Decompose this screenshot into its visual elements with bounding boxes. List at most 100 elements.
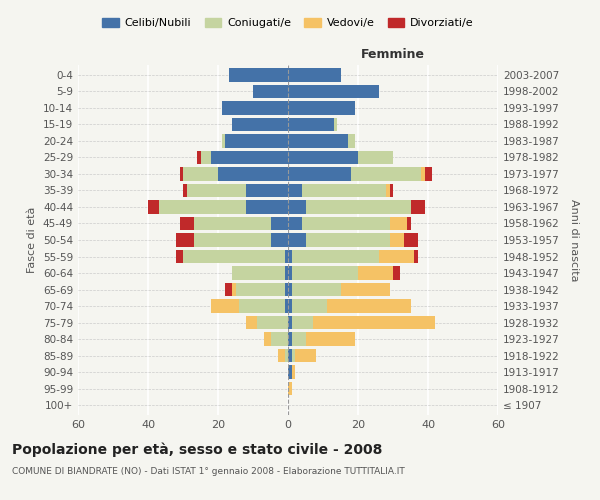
Y-axis label: Anni di nascita: Anni di nascita [569,198,579,281]
Bar [225,283,232,296]
Bar [288,283,292,296]
Bar [292,266,358,280]
Bar [389,234,404,246]
Bar [284,300,288,312]
Bar [246,316,257,329]
Bar [351,168,421,180]
Bar [288,151,358,164]
Bar [292,316,313,329]
Bar [232,266,284,280]
Bar [211,151,288,164]
Bar [288,168,351,180]
Bar [410,200,425,213]
Bar [263,332,271,345]
Bar [176,234,193,246]
Bar [414,250,418,263]
Text: Popolazione per età, sesso e stato civile - 2008: Popolazione per età, sesso e stato civil… [12,442,382,457]
Bar [229,68,288,82]
Bar [193,234,271,246]
Bar [313,316,435,329]
Bar [253,85,288,98]
Bar [284,349,288,362]
Bar [193,217,271,230]
Bar [211,300,239,312]
Bar [232,283,235,296]
Bar [288,266,292,280]
Bar [288,366,292,378]
Bar [334,118,337,131]
Bar [407,217,410,230]
Bar [292,349,295,362]
Bar [271,217,288,230]
Bar [393,266,400,280]
Bar [288,134,347,147]
Bar [358,151,393,164]
Bar [404,234,418,246]
Bar [358,266,393,280]
Bar [305,234,389,246]
Bar [271,332,288,345]
Bar [284,283,288,296]
Bar [232,118,288,131]
Bar [183,184,187,197]
Bar [288,118,334,131]
Bar [277,349,284,362]
Bar [389,184,393,197]
Bar [221,102,288,114]
Bar [302,217,389,230]
Bar [386,184,389,197]
Bar [148,200,158,213]
Bar [179,217,193,230]
Bar [341,283,389,296]
Bar [292,332,305,345]
Bar [292,283,341,296]
Bar [425,168,431,180]
Bar [288,85,379,98]
Bar [288,184,302,197]
Bar [271,234,288,246]
Bar [288,250,292,263]
Bar [235,283,284,296]
Bar [288,382,292,395]
Legend: Celibi/Nubili, Coniugati/e, Vedovi/e, Divorziati/e: Celibi/Nubili, Coniugati/e, Vedovi/e, Di… [98,13,478,32]
Bar [288,217,302,230]
Bar [176,250,183,263]
Bar [218,168,288,180]
Bar [183,250,284,263]
Bar [292,366,295,378]
Bar [187,184,246,197]
Bar [302,184,386,197]
Bar [284,266,288,280]
Bar [246,184,288,197]
Bar [246,200,288,213]
Bar [421,168,425,180]
Bar [288,68,341,82]
Bar [389,217,407,230]
Bar [288,102,355,114]
Bar [179,168,183,180]
Bar [288,349,292,362]
Bar [197,151,200,164]
Bar [288,300,292,312]
Bar [284,250,288,263]
Text: COMUNE DI BIANDRATE (NO) - Dati ISTAT 1° gennaio 2008 - Elaborazione TUTTITALIA.: COMUNE DI BIANDRATE (NO) - Dati ISTAT 1°… [12,468,405,476]
Bar [288,332,292,345]
Bar [292,300,326,312]
Bar [292,250,379,263]
Bar [379,250,414,263]
Bar [295,349,316,362]
Bar [288,316,292,329]
Bar [305,332,355,345]
Bar [183,168,218,180]
Bar [239,300,284,312]
Bar [221,134,225,147]
Bar [288,200,305,213]
Bar [225,134,288,147]
Bar [200,151,211,164]
Text: Femmine: Femmine [361,48,425,62]
Bar [326,300,410,312]
Bar [158,200,246,213]
Bar [305,200,410,213]
Bar [288,234,305,246]
Bar [257,316,288,329]
